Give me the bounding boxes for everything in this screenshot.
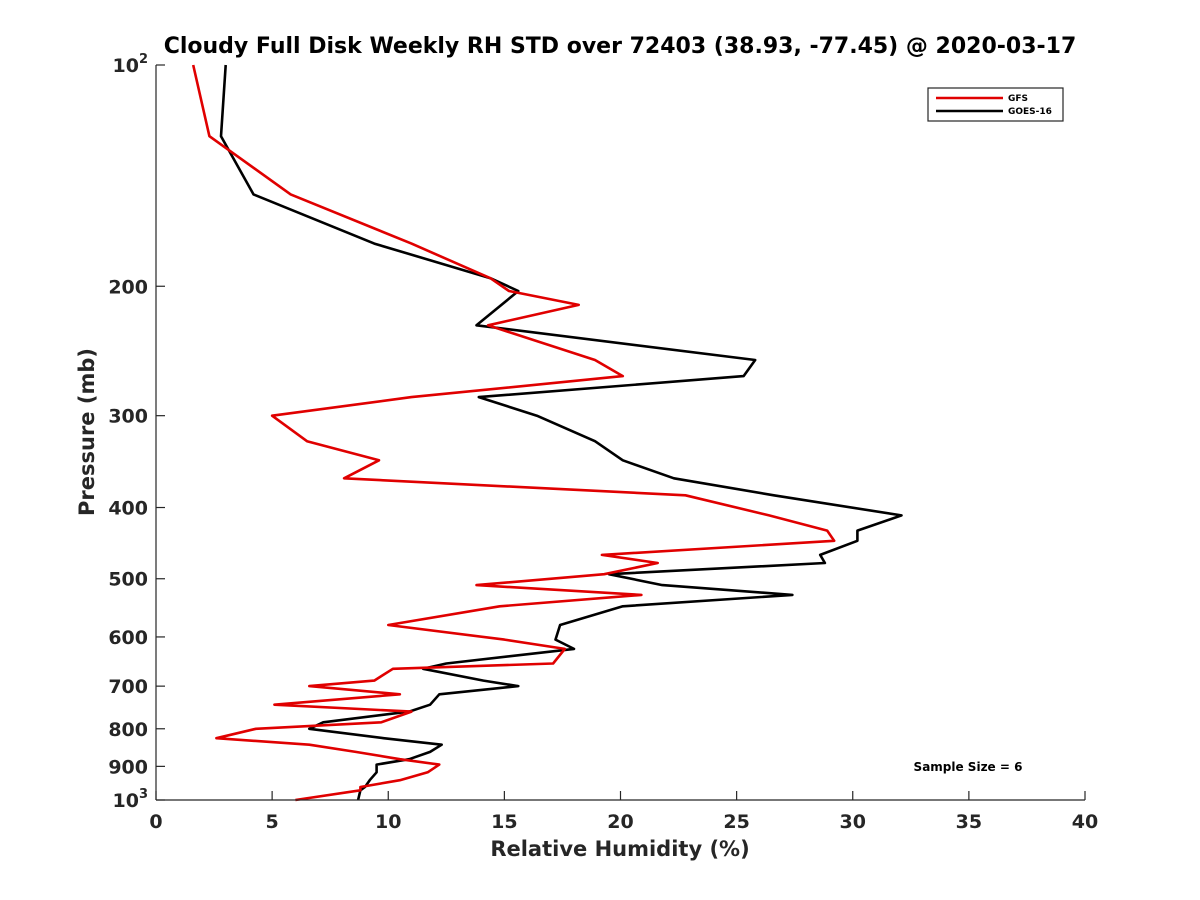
x-tick-label: 30 (840, 811, 866, 833)
x-tick-label: 10 (375, 811, 401, 833)
y-tick-label: 800 (108, 719, 148, 741)
legend: GFS GOES-16 (927, 87, 1064, 122)
x-tick-label: 5 (266, 811, 279, 833)
y-tick-label: 102 (113, 52, 149, 77)
x-tick-label: 25 (723, 811, 749, 833)
x-tick-label: 35 (956, 811, 982, 833)
legend-label-gfs: GFS (1008, 94, 1028, 104)
x-tick-label: 0 (149, 811, 162, 833)
y-tick-label: 500 (108, 569, 148, 591)
y-tick-label: 200 (108, 276, 148, 298)
y-axis-label: Pressure (mb) (75, 348, 99, 516)
legend-box (927, 87, 1064, 122)
series-line-gfs (191, 64, 836, 802)
sample-size-annotation: Sample Size = 6 (914, 760, 1023, 774)
plot-area (156, 65, 1085, 800)
y-tick-label: 700 (108, 676, 148, 698)
y-tick-label: 600 (108, 627, 148, 649)
y-tick-label: 400 (108, 498, 148, 520)
legend-label-goes-16: GOES-16 (1008, 107, 1052, 117)
y-tick-label: 300 (108, 406, 148, 428)
chart-title: Cloudy Full Disk Weekly RH STD over 7240… (164, 34, 1077, 59)
x-axis-label: Relative Humidity (%) (490, 837, 749, 861)
series-line-goes-16 (219, 64, 903, 801)
y-tick-label: 103 (113, 787, 149, 812)
x-tick-label: 15 (491, 811, 517, 833)
y-tick-label: 900 (108, 756, 148, 778)
x-tick-label: 40 (1072, 811, 1098, 833)
x-tick-label: 20 (607, 811, 633, 833)
